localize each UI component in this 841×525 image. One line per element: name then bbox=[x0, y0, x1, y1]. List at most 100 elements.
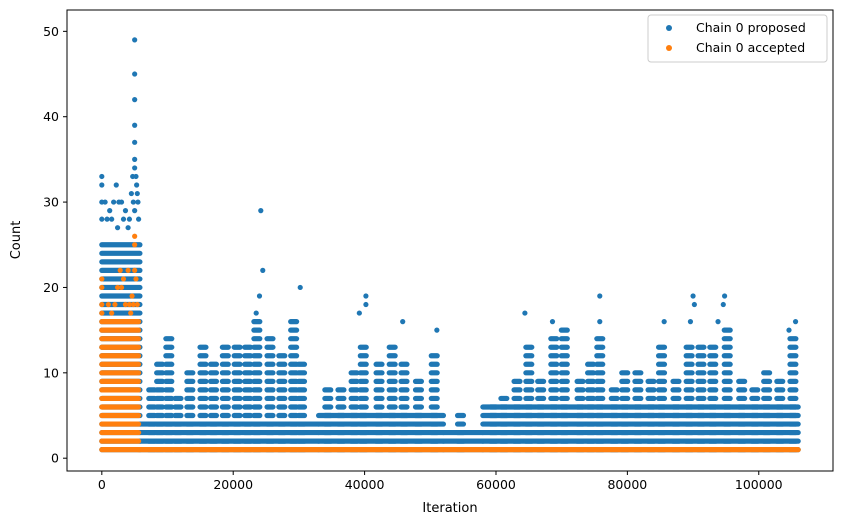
series-1-point bbox=[134, 301, 140, 308]
series-0-point bbox=[111, 199, 117, 205]
series-1-point bbox=[129, 293, 135, 299]
series-1-point bbox=[133, 276, 139, 282]
series-1-point bbox=[132, 242, 138, 248]
y-tick-label: 30 bbox=[43, 195, 59, 210]
series-0-point bbox=[133, 173, 139, 180]
series-1-point bbox=[105, 301, 111, 308]
series-0-point bbox=[132, 208, 138, 214]
legend-label-proposed: Chain 0 proposed bbox=[696, 20, 806, 35]
series-0-point bbox=[132, 71, 138, 77]
series-0-point bbox=[132, 37, 138, 43]
series-0-point bbox=[130, 199, 136, 205]
series-0-point bbox=[136, 216, 142, 222]
series-1-point bbox=[132, 233, 138, 239]
series-0-point bbox=[114, 225, 121, 231]
series-1-point bbox=[125, 267, 131, 273]
series-0-point bbox=[256, 293, 263, 299]
legend: Chain 0 proposed Chain 0 accepted bbox=[647, 14, 828, 63]
series-0-point bbox=[597, 293, 603, 299]
series-0-point bbox=[132, 122, 138, 128]
series-0-point bbox=[132, 97, 138, 103]
legend-marker-proposed bbox=[666, 25, 672, 31]
series-1-point bbox=[128, 310, 134, 316]
series-1-point bbox=[132, 267, 138, 273]
series-0-point bbox=[297, 284, 303, 291]
series-0-point bbox=[128, 190, 134, 197]
series-0-point bbox=[260, 267, 266, 273]
series-1-point bbox=[126, 301, 133, 308]
series-0-point bbox=[691, 301, 697, 308]
series-0-point bbox=[132, 156, 138, 162]
series-1 bbox=[99, 233, 801, 453]
x-tick-label: 80000 bbox=[607, 477, 647, 492]
series-1-point bbox=[120, 276, 127, 282]
series-1-point bbox=[112, 301, 118, 308]
y-tick-label: 50 bbox=[43, 24, 59, 39]
plot-frame bbox=[66, 9, 834, 472]
plot-marks bbox=[99, 37, 801, 453]
series-0-point bbox=[363, 301, 369, 308]
series-0-point bbox=[522, 310, 528, 316]
series-0-point bbox=[132, 165, 138, 171]
y-axis-label: Count bbox=[9, 221, 24, 260]
y-tick-label: 10 bbox=[43, 365, 59, 380]
series-0-point bbox=[786, 327, 792, 333]
y-axis: 0 10 20 30 40 50 bbox=[43, 24, 67, 466]
series-1-point bbox=[117, 267, 123, 273]
series-0-point bbox=[549, 319, 556, 325]
series-0-point bbox=[125, 225, 131, 231]
series-0-point bbox=[597, 319, 603, 325]
series-0-point bbox=[113, 182, 119, 188]
series-1-point bbox=[99, 276, 105, 282]
series-0-point bbox=[107, 208, 113, 214]
x-axis: 0 20000 40000 60000 80000 100000 bbox=[98, 471, 783, 492]
series-0-point bbox=[722, 293, 728, 299]
x-tick-label: 100000 bbox=[735, 477, 783, 492]
series-0-point bbox=[134, 190, 140, 197]
series-0-point bbox=[102, 199, 108, 205]
y-tick-label: 40 bbox=[43, 109, 59, 124]
y-tick-label: 0 bbox=[51, 451, 59, 466]
series-0-point bbox=[434, 327, 440, 333]
x-tick-label: 60000 bbox=[476, 477, 516, 492]
series-0-point bbox=[99, 182, 105, 188]
series-0-point bbox=[720, 301, 726, 308]
series-0-point bbox=[99, 173, 105, 180]
series-0-point bbox=[99, 216, 105, 222]
series-1-point bbox=[99, 284, 105, 291]
series-0-point bbox=[135, 199, 141, 205]
legend-label-accepted: Chain 0 accepted bbox=[696, 40, 805, 55]
series-0-point bbox=[122, 208, 129, 214]
series-0-point bbox=[109, 216, 115, 222]
series-1-point bbox=[118, 284, 125, 291]
series-0-point bbox=[134, 182, 140, 188]
x-tick-label: 40000 bbox=[345, 477, 385, 492]
series-0-point bbox=[363, 293, 369, 299]
series-0-point bbox=[792, 319, 799, 325]
series-0-point bbox=[690, 293, 696, 299]
series-0-point bbox=[400, 319, 406, 325]
x-tick-label: 20000 bbox=[213, 477, 253, 492]
series-0-point bbox=[715, 319, 721, 325]
series-0-point bbox=[126, 216, 133, 222]
series-0-point bbox=[356, 310, 362, 316]
x-tick-label: 0 bbox=[98, 477, 106, 492]
series-0-point bbox=[258, 208, 264, 214]
series-0-point bbox=[104, 216, 110, 222]
x-axis-label: Iteration bbox=[422, 501, 477, 516]
series-0-point bbox=[118, 199, 125, 205]
y-tick-label: 20 bbox=[43, 280, 59, 295]
series-1-point bbox=[130, 301, 136, 308]
series-0-point bbox=[253, 310, 259, 316]
legend-box bbox=[647, 14, 828, 63]
legend-marker-accepted bbox=[666, 45, 672, 51]
series-1-point bbox=[99, 310, 105, 316]
series-0-point bbox=[132, 139, 138, 145]
series-0-point bbox=[687, 319, 694, 325]
series-1-point bbox=[99, 301, 105, 308]
series-1-point bbox=[122, 301, 129, 308]
series-0-point bbox=[661, 319, 667, 325]
series-0-point bbox=[120, 216, 127, 222]
series-1-point bbox=[109, 310, 115, 316]
